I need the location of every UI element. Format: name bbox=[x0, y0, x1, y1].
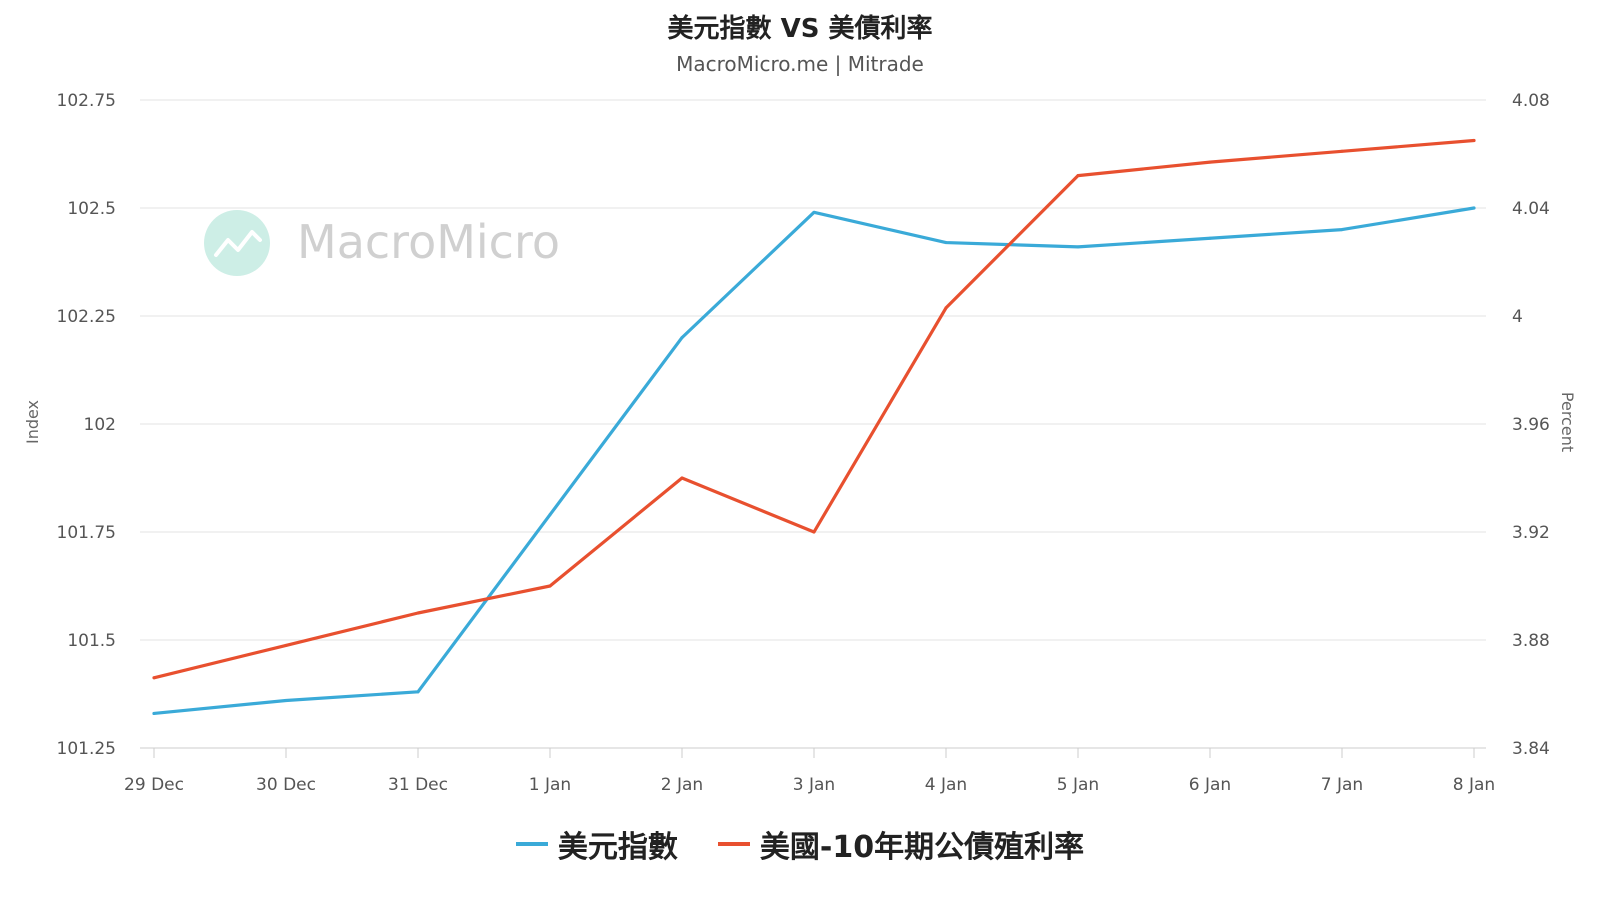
data-point-us10y bbox=[1076, 174, 1080, 178]
y-left-tick-label: 102.25 bbox=[57, 307, 116, 327]
legend-swatch-dxy bbox=[515, 842, 548, 846]
y-left-tick-label: 102 bbox=[84, 415, 116, 435]
y-right-tick-label: 3.84 bbox=[1512, 739, 1550, 759]
legend-label-us10y: 美國-10年期公債殖利率 bbox=[759, 830, 1085, 865]
y-right-tick-label: 3.92 bbox=[1512, 523, 1550, 543]
y-right-tick-label: 4 bbox=[1512, 307, 1523, 327]
gridlines bbox=[140, 99, 1486, 749]
legend-item-dxy[interactable]: 美元指數 bbox=[515, 822, 678, 866]
data-point-us10y bbox=[944, 306, 948, 310]
data-point-dxy bbox=[812, 210, 816, 214]
data-point-dxy bbox=[1340, 228, 1344, 232]
x-tick-label: 29 Dec bbox=[124, 775, 184, 795]
y-axis-left-label: Index bbox=[23, 400, 42, 444]
chart-subtitle: MacroMicro.me | Mitrade bbox=[676, 52, 924, 76]
data-point-us10y bbox=[680, 476, 684, 480]
series-layer bbox=[152, 138, 1476, 716]
data-point-dxy bbox=[680, 336, 684, 340]
data-point-dxy bbox=[1208, 236, 1212, 240]
legend-swatch-us10y bbox=[717, 842, 750, 846]
watermark-text: MacroMicro bbox=[297, 215, 560, 269]
data-point-dxy bbox=[1076, 245, 1080, 249]
logo-chart-icon bbox=[214, 230, 262, 257]
y-left-tick-label: 102.75 bbox=[57, 91, 116, 111]
legend: 美元指數 美國-10年期公債殖利率 bbox=[0, 822, 1600, 866]
x-tick-label: 7 Jan bbox=[1321, 775, 1363, 795]
x-tick-label: 6 Jan bbox=[1189, 775, 1231, 795]
x-tick-label: 5 Jan bbox=[1057, 775, 1099, 795]
x-tick-label: 1 Jan bbox=[529, 775, 571, 795]
data-point-dxy bbox=[548, 513, 552, 517]
data-point-dxy bbox=[944, 241, 948, 245]
data-point-us10y bbox=[416, 611, 420, 615]
data-point-us10y bbox=[548, 584, 552, 588]
y-left-tick-label: 101.25 bbox=[57, 739, 116, 759]
y-axis-right: 3.84 3.88 3.92 3.96 4 4.04 4.08 bbox=[1512, 91, 1550, 759]
data-point-us10y bbox=[284, 643, 288, 647]
x-axis: 29 Dec 30 Dec 31 Dec 1 Jan 2 Jan 3 Jan 4 Jan 5 … bbox=[124, 747, 1495, 795]
y-left-tick-label: 101.5 bbox=[67, 631, 116, 651]
y-right-tick-label: 4.08 bbox=[1512, 91, 1550, 111]
x-tick-label: 30 Dec bbox=[256, 775, 316, 795]
y-axis-left: 101.25 101.5 101.75 102 102.25 102.5 102.75 bbox=[57, 91, 116, 759]
watermark: MacroMicro bbox=[204, 210, 560, 276]
data-point-us10y bbox=[812, 530, 816, 534]
legend-label-dxy: 美元指數 bbox=[557, 830, 678, 865]
y-left-tick-label: 102.5 bbox=[67, 199, 116, 219]
y-left-tick-label: 101.75 bbox=[57, 523, 116, 543]
data-point-us10y bbox=[152, 676, 156, 680]
data-point-dxy bbox=[1472, 206, 1476, 210]
data-point-us10y bbox=[1472, 139, 1476, 142]
data-point-us10y bbox=[1208, 160, 1212, 164]
y-right-tick-label: 4.04 bbox=[1512, 199, 1550, 219]
data-point-dxy bbox=[416, 690, 420, 694]
y-right-tick-label: 3.96 bbox=[1512, 415, 1550, 435]
data-point-dxy bbox=[284, 698, 288, 702]
data-point-dxy bbox=[152, 711, 156, 715]
chart-title: 美元指數 VS 美債利率 bbox=[667, 14, 933, 44]
macromicro-logo-icon bbox=[204, 210, 270, 276]
x-tick-label: 2 Jan bbox=[661, 775, 703, 795]
data-point-us10y bbox=[1340, 149, 1344, 153]
y-axis-right-label: Percent bbox=[1558, 392, 1577, 452]
x-tick-label: 31 Dec bbox=[388, 775, 448, 795]
series-line-dxy bbox=[152, 206, 1476, 716]
x-tick-label: 4 Jan bbox=[925, 775, 967, 795]
x-tick-label: 8 Jan bbox=[1453, 775, 1495, 795]
x-tick-label: 3 Jan bbox=[793, 775, 835, 795]
y-right-tick-label: 3.88 bbox=[1512, 631, 1550, 651]
legend-item-us10y[interactable]: 美國-10年期公債殖利率 bbox=[717, 822, 1085, 866]
